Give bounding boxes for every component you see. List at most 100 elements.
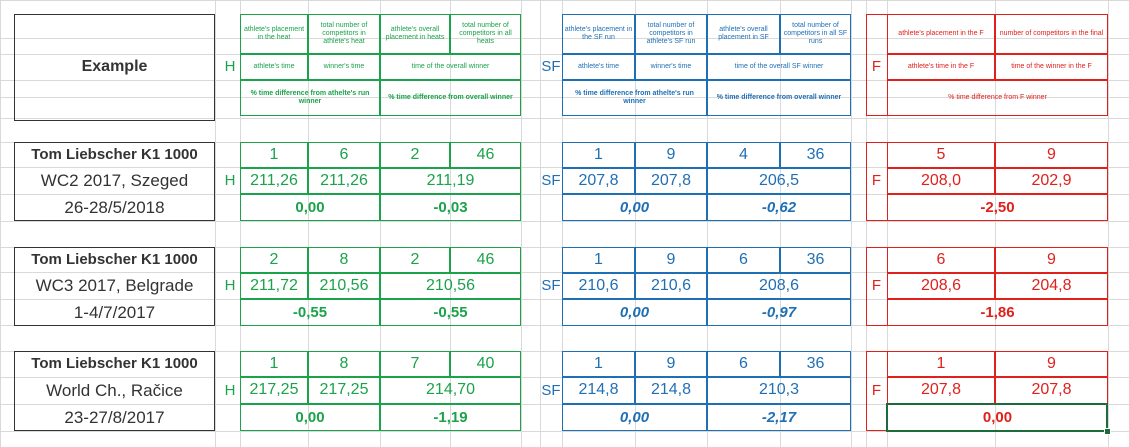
- heat-top-cell[interactable]: 7: [380, 351, 450, 377]
- semi-diff-overall[interactable]: -0,62: [707, 194, 851, 221]
- heat-athlete-time[interactable]: 217,25: [240, 377, 308, 404]
- semi-overall-time[interactable]: time of the overall SF winner: [707, 54, 851, 80]
- heat-top-cell[interactable]: total number of competitors in athlete's…: [308, 14, 380, 54]
- selected-cell-outline[interactable]: [886, 403, 1108, 432]
- semi-top-cell[interactable]: 4: [707, 142, 780, 168]
- heat-overall-time[interactable]: 211,19: [380, 168, 521, 194]
- final-time-cell[interactable]: athlete's time in the F: [887, 54, 995, 80]
- heat-diff-run[interactable]: 0,00: [240, 404, 380, 431]
- semi-top-cell[interactable]: 1: [562, 142, 635, 168]
- heat-top-cell[interactable]: 1: [240, 351, 308, 377]
- semi-winner-time[interactable]: 210,6: [635, 273, 707, 299]
- final-diff-cell[interactable]: -1,86: [887, 299, 1108, 326]
- semi-diff-run[interactable]: 0,00: [562, 299, 707, 326]
- heat-diff-run[interactable]: % time difference from athelte's run win…: [240, 80, 380, 116]
- final-time-cell[interactable]: 207,8: [887, 377, 995, 404]
- event-date[interactable]: 23-27/8/2017: [64, 407, 165, 427]
- semi-diff-overall[interactable]: -0,97: [707, 299, 851, 326]
- final-top-cell[interactable]: 9: [995, 142, 1108, 168]
- semi-athlete-time[interactable]: 214,8: [562, 377, 635, 404]
- semi-top-cell[interactable]: 1: [562, 351, 635, 377]
- final-top-cell[interactable]: athlete's placement in the F: [887, 14, 995, 54]
- heat-diff-overall[interactable]: % time difference from overall winner: [380, 80, 521, 116]
- heat-top-cell[interactable]: 8: [308, 351, 380, 377]
- semi-top-cell[interactable]: 36: [780, 351, 851, 377]
- semi-top-cell[interactable]: 9: [635, 351, 707, 377]
- semi-winner-time[interactable]: 207,8: [635, 168, 707, 194]
- final-diff-cell[interactable]: % time difference from F winner: [887, 80, 1108, 116]
- semi-athlete-time[interactable]: 210,6: [562, 273, 635, 299]
- heat-top-cell[interactable]: 40: [450, 351, 521, 377]
- heat-winner-time[interactable]: 210,56: [308, 273, 380, 299]
- final-top-cell[interactable]: 9: [995, 247, 1108, 273]
- heat-top-cell[interactable]: 46: [450, 142, 521, 168]
- fill-handle[interactable]: [1104, 428, 1111, 435]
- heat-athlete-time[interactable]: 211,72: [240, 273, 308, 299]
- athlete-name[interactable]: Tom Liebscher K1 1000: [31, 146, 198, 164]
- semi-top-cell[interactable]: 6: [707, 351, 780, 377]
- heat-overall-time[interactable]: time of the overall winner: [380, 54, 521, 80]
- heat-diff-overall[interactable]: -0,03: [380, 194, 521, 221]
- semi-athlete-time[interactable]: athlete's time: [562, 54, 635, 80]
- heat-overall-time[interactable]: 214,70: [380, 377, 521, 404]
- semi-top-cell[interactable]: athlete's placement in the SF run: [562, 14, 635, 54]
- final-top-cell[interactable]: 9: [995, 351, 1108, 377]
- heat-athlete-time[interactable]: 211,26: [240, 168, 308, 194]
- semi-diff-run[interactable]: 0,00: [562, 194, 707, 221]
- semi-top-cell[interactable]: 6: [707, 247, 780, 273]
- final-top-cell[interactable]: 1: [887, 351, 995, 377]
- heat-diff-overall[interactable]: -1,19: [380, 404, 521, 431]
- heat-top-cell[interactable]: athlete's overall placement in heats: [380, 14, 450, 54]
- heat-top-cell[interactable]: 2: [240, 247, 308, 273]
- semi-top-cell[interactable]: 9: [635, 142, 707, 168]
- final-top-cell[interactable]: number of competitors in the final: [995, 14, 1108, 54]
- heat-diff-run[interactable]: -0,55: [240, 299, 380, 326]
- final-time-cell[interactable]: 207,8: [995, 377, 1108, 404]
- semi-athlete-time[interactable]: 207,8: [562, 168, 635, 194]
- heat-top-cell[interactable]: 2: [380, 142, 450, 168]
- heat-athlete-time[interactable]: athlete's time: [240, 54, 308, 80]
- semi-top-cell[interactable]: 36: [780, 247, 851, 273]
- heat-diff-overall[interactable]: -0,55: [380, 299, 521, 326]
- event-name[interactable]: WC3 2017, Belgrade: [35, 276, 194, 296]
- heat-top-cell[interactable]: 2: [380, 247, 450, 273]
- final-time-cell[interactable]: 208,6: [887, 273, 995, 299]
- heat-top-cell[interactable]: 8: [308, 247, 380, 273]
- event-date[interactable]: 1-4/7/2017: [73, 302, 156, 322]
- semi-overall-time[interactable]: 210,3: [707, 377, 851, 404]
- heat-winner-time[interactable]: 211,26: [308, 168, 380, 194]
- final-time-cell[interactable]: 202,9: [995, 168, 1108, 194]
- semi-top-cell[interactable]: 36: [780, 142, 851, 168]
- athlete-name[interactable]: Tom Liebscher K1 1000: [31, 251, 198, 269]
- heat-diff-run[interactable]: 0,00: [240, 194, 380, 221]
- semi-top-cell[interactable]: 1: [562, 247, 635, 273]
- heat-top-cell[interactable]: 1: [240, 142, 308, 168]
- event-name[interactable]: World Ch., Račice: [46, 380, 183, 400]
- final-time-cell[interactable]: 208,0: [887, 168, 995, 194]
- heat-overall-time[interactable]: 210,56: [380, 273, 521, 299]
- heat-top-cell[interactable]: 6: [308, 142, 380, 168]
- event-name[interactable]: WC2 2017, Szeged: [40, 171, 189, 191]
- semi-diff-run[interactable]: 0,00: [562, 404, 707, 431]
- athlete-name[interactable]: Tom Liebscher K1 1000: [31, 355, 198, 373]
- semi-top-cell[interactable]: athlete's overall placement in SF: [707, 14, 780, 54]
- semi-diff-overall[interactable]: % time difference from overall winner: [707, 80, 851, 116]
- heat-winner-time[interactable]: 217,25: [308, 377, 380, 404]
- semi-overall-time[interactable]: 206,5: [707, 168, 851, 194]
- semi-top-cell[interactable]: 9: [635, 247, 707, 273]
- semi-diff-overall[interactable]: -2,17: [707, 404, 851, 431]
- final-top-cell[interactable]: 6: [887, 247, 995, 273]
- semi-winner-time[interactable]: winner's time: [635, 54, 707, 80]
- final-time-cell[interactable]: 204,8: [995, 273, 1108, 299]
- final-top-cell[interactable]: 5: [887, 142, 995, 168]
- final-time-cell[interactable]: time of the winner in the F: [995, 54, 1108, 80]
- heat-top-cell[interactable]: total number of competitors in all heats: [450, 14, 521, 54]
- event-date[interactable]: 26-28/5/2018: [64, 197, 165, 217]
- semi-overall-time[interactable]: 208,6: [707, 273, 851, 299]
- semi-top-cell[interactable]: total number of competitors in all SF ru…: [780, 14, 851, 54]
- semi-winner-time[interactable]: 214,8: [635, 377, 707, 404]
- heat-winner-time[interactable]: winner's time: [308, 54, 380, 80]
- semi-top-cell[interactable]: total number of competitors in athlete's…: [635, 14, 707, 54]
- heat-top-cell[interactable]: 46: [450, 247, 521, 273]
- semi-diff-run[interactable]: % time difference from athelte's run win…: [562, 80, 707, 116]
